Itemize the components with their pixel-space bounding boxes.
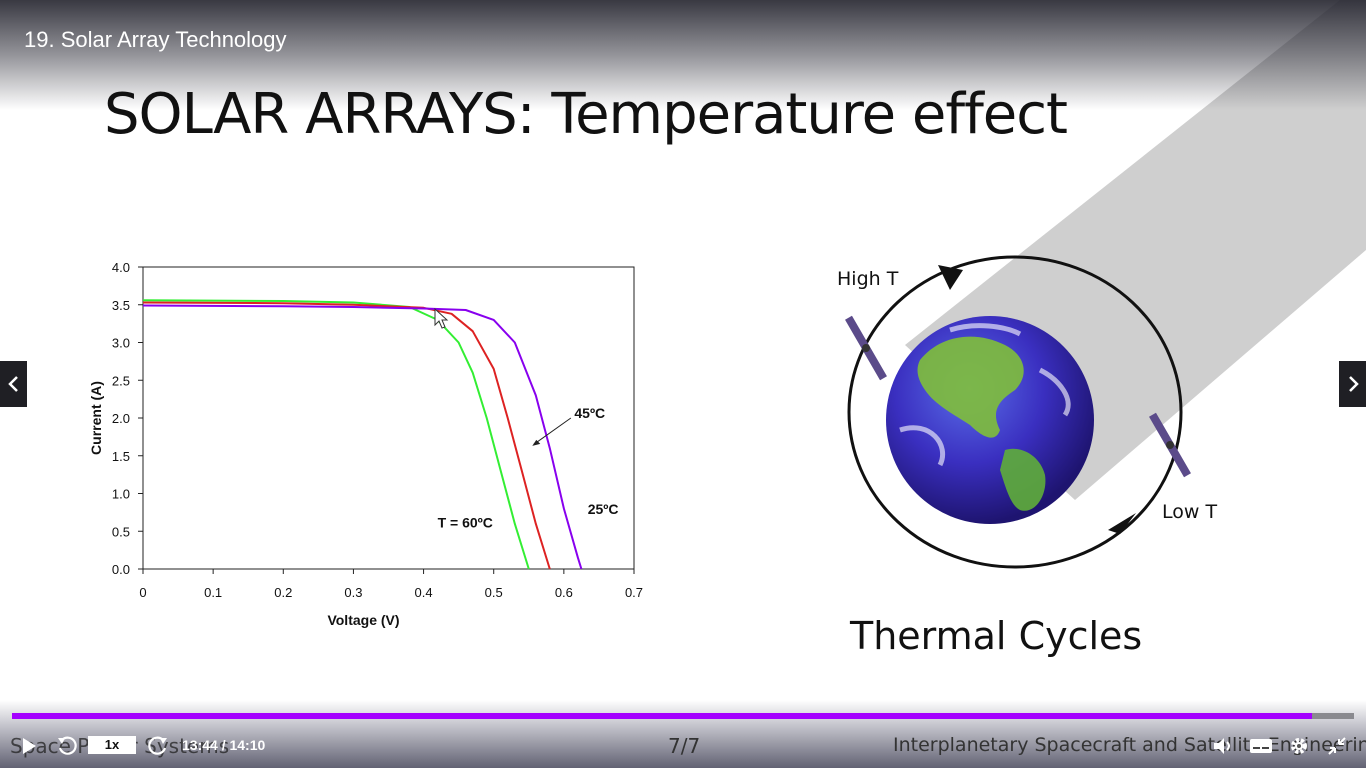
x-tick-label: 0.7 bbox=[625, 585, 643, 600]
series-line bbox=[142, 299, 530, 570]
forward-button[interactable] bbox=[146, 734, 170, 758]
footer-right-text: Interplanetary Spacecraft and Satellite … bbox=[893, 734, 1366, 756]
current-time: 13:44 bbox=[182, 737, 218, 753]
time-display: 13:44 / 14:10 bbox=[182, 737, 265, 753]
high-temp-label: High T bbox=[837, 268, 899, 290]
low-temp-label: Low T bbox=[1162, 501, 1217, 523]
orbit-arrow-bottom bbox=[1108, 513, 1136, 534]
gear-icon bbox=[1291, 738, 1307, 754]
thermal-cycles-svg: High T Low T bbox=[837, 255, 1217, 569]
total-duration: 14:10 bbox=[229, 737, 266, 753]
annotation-45c-pointer bbox=[533, 417, 572, 445]
captions-button[interactable] bbox=[1249, 734, 1273, 758]
exit-fullscreen-button[interactable] bbox=[1325, 734, 1349, 758]
exit-fullscreen-icon bbox=[1328, 737, 1346, 755]
orbit-ring bbox=[847, 255, 1183, 569]
progress-bar[interactable] bbox=[12, 713, 1354, 719]
earth-clouds bbox=[899, 323, 1071, 467]
play-icon bbox=[23, 738, 36, 754]
x-tick-label: 0.3 bbox=[344, 585, 362, 600]
satellite-body bbox=[1166, 441, 1174, 449]
thermal-cycles-diagram: High T Low T bbox=[800, 230, 1280, 670]
progress-fill bbox=[12, 713, 1313, 719]
y-tick-label: 4.0 bbox=[112, 260, 130, 275]
time-separator: / bbox=[221, 737, 226, 753]
playback-speed-button[interactable]: 1x bbox=[88, 736, 136, 754]
slide-page-number: 7/7 bbox=[668, 734, 701, 758]
series-line bbox=[142, 304, 583, 570]
iv-chart: 0 0.1 0.2 0.3 0.4 0.5 0.6 0.7 0.0 0.5 1.0 1.5 2.0 2.5… bbox=[80, 255, 660, 640]
y-tick-label: 3.0 bbox=[112, 336, 130, 351]
y-tick-label: 0.0 bbox=[112, 562, 130, 577]
player-controls bbox=[0, 700, 1366, 768]
annotation-60c: T = 60ºC bbox=[438, 514, 493, 530]
settings-button[interactable] bbox=[1287, 734, 1311, 758]
x-tick-label: 0.2 bbox=[274, 585, 292, 600]
x-tick-label: 0.1 bbox=[204, 585, 222, 600]
y-tick-label: 0.5 bbox=[112, 524, 130, 539]
y-tick-label: 2.5 bbox=[112, 373, 130, 388]
iv-chart-svg: 0 0.1 0.2 0.3 0.4 0.5 0.6 0.7 0.0 0.5 1.0 1.5 2.0 2.5… bbox=[88, 260, 643, 628]
chevron-left-icon bbox=[7, 376, 18, 392]
volume-button[interactable] bbox=[1211, 734, 1235, 758]
y-tick-label: 1.0 bbox=[112, 487, 130, 502]
y-tick-label: 3.5 bbox=[112, 298, 130, 313]
orbit-arrow-top bbox=[938, 265, 963, 290]
previous-slide-button[interactable] bbox=[0, 361, 27, 407]
forward-icon bbox=[148, 736, 167, 755]
slide-heading: SOLAR ARRAYS: Temperature effect bbox=[104, 82, 1068, 147]
y-axis-title: Current (A) bbox=[88, 381, 104, 455]
annotation-45c: 45ºC bbox=[574, 405, 605, 421]
x-tick-label: 0 bbox=[139, 585, 146, 600]
satellite-body bbox=[862, 344, 870, 352]
annotation-arrowhead bbox=[532, 439, 541, 446]
x-tick-label: 0.4 bbox=[415, 585, 433, 600]
rewind-icon bbox=[58, 736, 77, 755]
annotation-25c: 25ºC bbox=[588, 501, 619, 517]
y-tick-label: 1.5 bbox=[112, 449, 130, 464]
satellite-high bbox=[845, 315, 887, 381]
mouse-cursor bbox=[434, 308, 449, 329]
series-line bbox=[142, 301, 551, 570]
x-tick-label: 0.6 bbox=[555, 585, 573, 600]
rewind-button[interactable] bbox=[55, 734, 79, 758]
cursor-arrow bbox=[434, 308, 449, 329]
earth-landmass-south bbox=[1000, 448, 1046, 511]
captions-icon bbox=[1250, 739, 1272, 753]
y-tick-label: 2.0 bbox=[112, 411, 130, 426]
plot-frame bbox=[142, 266, 635, 570]
thermal-cycles-title: Thermal Cycles bbox=[850, 614, 1143, 658]
play-button[interactable] bbox=[17, 734, 41, 758]
x-axis-title: Voltage (V) bbox=[327, 612, 399, 628]
earth-landmass-north bbox=[917, 336, 1024, 438]
chevron-right-icon bbox=[1348, 376, 1359, 392]
satellite-low bbox=[1149, 412, 1191, 478]
volume-icon bbox=[1214, 738, 1230, 754]
next-slide-button[interactable] bbox=[1339, 361, 1366, 407]
video-title: 19. Solar Array Technology bbox=[24, 27, 287, 52]
x-tick-label: 0.5 bbox=[485, 585, 503, 600]
